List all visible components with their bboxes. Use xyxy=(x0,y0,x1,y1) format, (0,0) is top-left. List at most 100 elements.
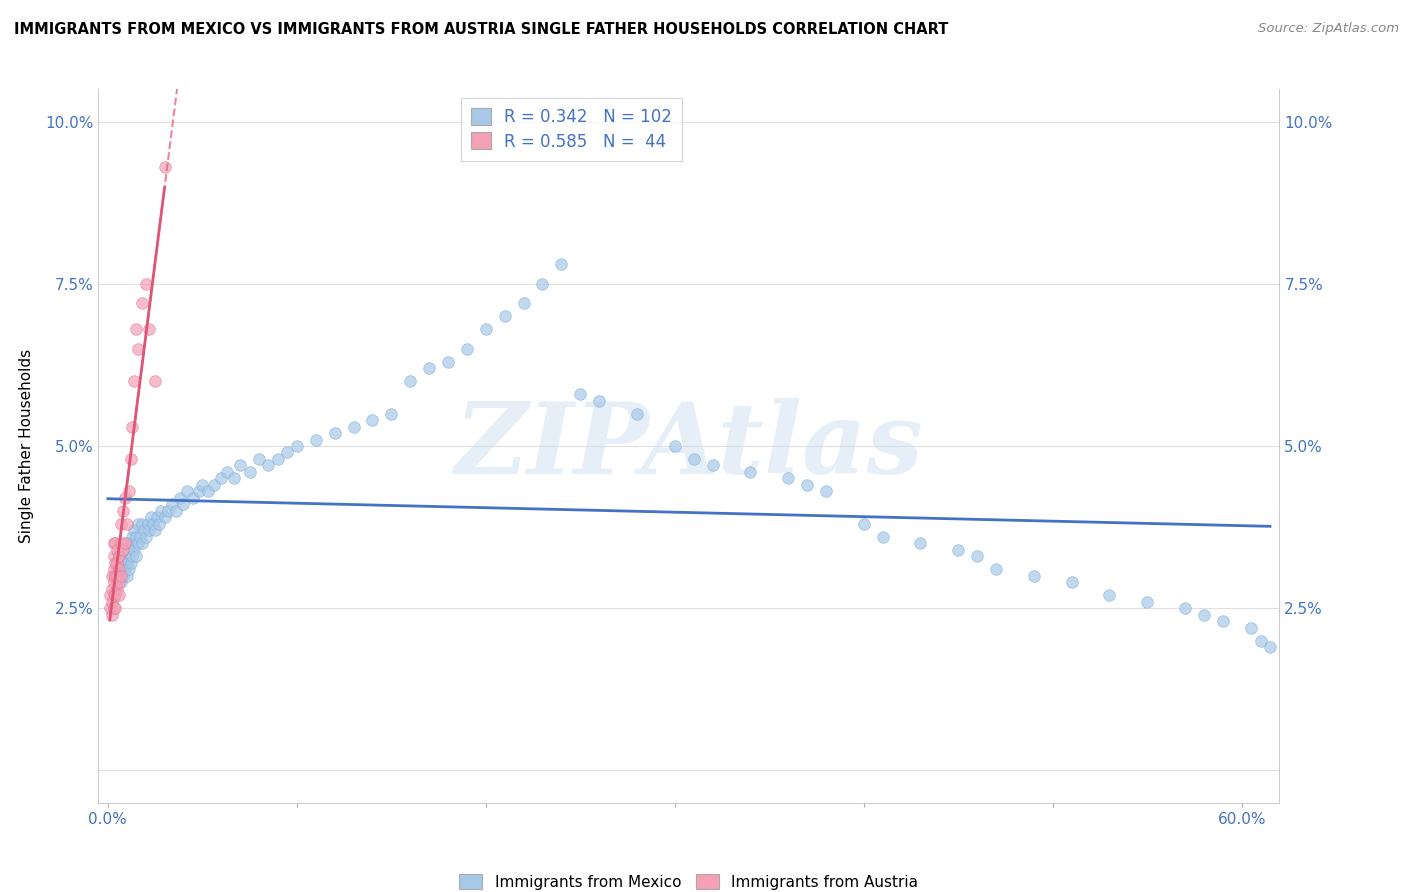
Point xyxy=(114,491,136,505)
Point xyxy=(103,588,125,602)
Point xyxy=(120,452,142,467)
Point xyxy=(105,582,128,596)
Point xyxy=(1174,601,1197,615)
Point xyxy=(105,568,128,582)
Point xyxy=(143,524,166,538)
Point xyxy=(153,510,176,524)
Point xyxy=(111,504,134,518)
Legend: Immigrants from Mexico, Immigrants from Austria: Immigrants from Mexico, Immigrants from … xyxy=(453,868,925,892)
Point xyxy=(100,595,122,609)
Point xyxy=(814,484,837,499)
Point xyxy=(124,524,146,538)
Point xyxy=(110,516,132,531)
Point xyxy=(796,478,818,492)
Point xyxy=(910,536,932,550)
Point xyxy=(118,562,141,576)
Point xyxy=(135,277,157,291)
Point xyxy=(512,296,534,310)
Point xyxy=(103,549,125,564)
Point xyxy=(224,471,246,485)
Point xyxy=(127,536,149,550)
Point xyxy=(1060,575,1083,590)
Point xyxy=(852,516,875,531)
Point xyxy=(569,387,592,401)
Point xyxy=(110,562,132,576)
Point xyxy=(239,465,262,479)
Text: Source: ZipAtlas.com: Source: ZipAtlas.com xyxy=(1258,22,1399,36)
Point xyxy=(114,562,136,576)
Point xyxy=(100,568,122,582)
Point xyxy=(127,516,149,531)
Point xyxy=(305,433,328,447)
Point xyxy=(267,452,290,467)
Point xyxy=(103,536,125,550)
Point xyxy=(948,542,970,557)
Point xyxy=(131,296,153,310)
Point xyxy=(141,510,163,524)
Point xyxy=(104,536,127,550)
Point xyxy=(682,452,704,467)
Point xyxy=(138,524,160,538)
Point xyxy=(181,491,204,505)
Point xyxy=(966,549,988,564)
Point xyxy=(104,582,127,596)
Point xyxy=(588,393,610,408)
Text: IMMIGRANTS FROM MEXICO VS IMMIGRANTS FROM AUSTRIA SINGLE FATHER HOUSEHOLDS CORRE: IMMIGRANTS FROM MEXICO VS IMMIGRANTS FRO… xyxy=(14,22,949,37)
Point xyxy=(100,582,122,596)
Point xyxy=(121,419,143,434)
Point xyxy=(114,536,136,550)
Point xyxy=(285,439,308,453)
Point xyxy=(872,530,894,544)
Y-axis label: Single Father Households: Single Father Households xyxy=(20,349,34,543)
Point xyxy=(1192,607,1215,622)
Point xyxy=(257,458,280,473)
Point xyxy=(342,419,364,434)
Point xyxy=(197,484,219,499)
Point xyxy=(120,556,142,570)
Point xyxy=(125,322,148,336)
Point xyxy=(105,575,128,590)
Point xyxy=(142,516,165,531)
Point xyxy=(361,413,384,427)
Point xyxy=(125,530,148,544)
Point xyxy=(1098,588,1121,602)
Point xyxy=(146,510,169,524)
Point xyxy=(125,549,148,564)
Point xyxy=(129,530,152,544)
Point xyxy=(131,516,153,531)
Point xyxy=(157,504,180,518)
Point xyxy=(124,542,146,557)
Point xyxy=(104,601,127,615)
Point xyxy=(399,374,422,388)
Point xyxy=(209,471,232,485)
Point xyxy=(984,562,1007,576)
Point xyxy=(103,575,125,590)
Point xyxy=(778,471,800,485)
Point xyxy=(111,568,134,582)
Point xyxy=(127,342,149,356)
Point xyxy=(202,478,225,492)
Point xyxy=(148,516,170,531)
Point xyxy=(229,458,252,473)
Point xyxy=(132,524,155,538)
Point xyxy=(108,562,131,576)
Point xyxy=(118,542,141,557)
Point xyxy=(115,516,138,531)
Point xyxy=(1136,595,1159,609)
Point xyxy=(418,361,440,376)
Point xyxy=(115,536,138,550)
Point xyxy=(153,160,176,174)
Point xyxy=(108,549,131,564)
Point xyxy=(664,439,686,453)
Point xyxy=(1212,614,1234,628)
Point xyxy=(103,562,125,576)
Point xyxy=(120,536,142,550)
Point xyxy=(103,568,125,582)
Point xyxy=(135,530,157,544)
Point xyxy=(108,588,131,602)
Point xyxy=(276,445,298,459)
Point xyxy=(98,588,121,602)
Point xyxy=(437,354,460,368)
Point xyxy=(550,257,572,271)
Point xyxy=(105,556,128,570)
